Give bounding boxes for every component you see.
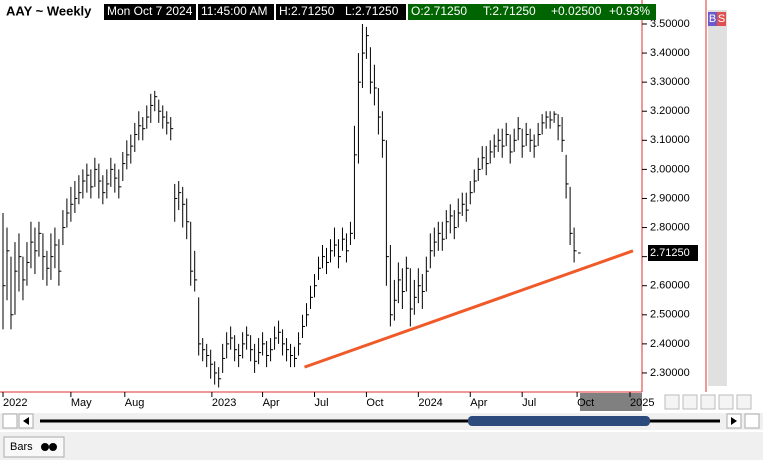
- bars-tab-label: Bars: [10, 441, 33, 453]
- x-tick-label: Jul: [522, 397, 536, 409]
- y-tick-label: 3.20000: [650, 105, 690, 117]
- header-change-pct: +0.93%: [609, 4, 650, 18]
- sell-label: S: [718, 13, 725, 25]
- nav-button[interactable]: [736, 394, 752, 410]
- sell-button[interactable]: [717, 12, 726, 26]
- bottom-toolbar: [0, 432, 763, 460]
- y-tick-label: 3.50000: [650, 18, 690, 30]
- header-change: +0.02500: [551, 4, 602, 18]
- last-price-box: [648, 244, 698, 261]
- x-tick-label: May: [71, 397, 92, 409]
- header-time: 11:45:00 AM: [201, 4, 268, 18]
- tab-icon: [41, 443, 49, 451]
- header-box: [276, 4, 406, 20]
- header-box: [104, 4, 196, 20]
- header-date: Mon Oct 7 2024: [107, 4, 193, 18]
- scroll-thumb[interactable]: [468, 416, 650, 426]
- header-box: [198, 4, 274, 20]
- arrow-right: [731, 417, 737, 425]
- nav-button[interactable]: [682, 394, 698, 410]
- header-high: H:2.71250: [279, 4, 335, 18]
- y-tick-label: 2.40000: [650, 338, 690, 350]
- x-tick-label: Aug: [125, 397, 145, 409]
- y-tick-label: 3.40000: [650, 47, 690, 59]
- header-open: O:2.71250: [411, 4, 467, 18]
- x-axis-highlight: [580, 393, 642, 411]
- y-tick-label: 2.30000: [650, 367, 690, 379]
- x-tick-label: Apr: [470, 397, 487, 409]
- nav-button[interactable]: [664, 394, 680, 410]
- header-last: T:2.71250: [483, 4, 536, 18]
- buy-button[interactable]: [708, 12, 717, 26]
- bars-tab[interactable]: [3, 436, 65, 458]
- scroll-end[interactable]: [744, 413, 760, 429]
- header-box: [408, 4, 656, 20]
- x-tick-label: 2025: [630, 397, 654, 409]
- y-tick-label: 2.60000: [650, 280, 690, 292]
- y-tick-label: 3.30000: [650, 76, 690, 88]
- tab-icon: [49, 443, 57, 451]
- nav-button[interactable]: [718, 394, 734, 410]
- y-tick-label: 2.90000: [650, 192, 690, 204]
- nav-button[interactable]: [700, 394, 716, 410]
- arrow-left: [23, 417, 29, 425]
- y-tick-label: 2.80000: [650, 221, 690, 233]
- x-tick-label: Oct: [366, 397, 383, 409]
- x-tick-label: Jul: [315, 397, 329, 409]
- nav-buttons: [664, 394, 752, 410]
- x-tick-label: 2024: [418, 397, 442, 409]
- header-symbol: AAY ~ Weekly: [6, 3, 92, 18]
- scroll-start[interactable]: [2, 413, 18, 429]
- y-tick-label: 3.00000: [650, 163, 690, 175]
- header-low: L:2.71250: [345, 4, 399, 18]
- x-tick-label: Oct: [577, 397, 594, 409]
- header: AAY ~ Weekly Mon Oct 7 2024 11:45:00 AM H:2…: [6, 3, 656, 20]
- side-panel: [708, 10, 727, 386]
- x-tick-label: 2022: [3, 397, 27, 409]
- y-tick-label: 2.50000: [650, 309, 690, 321]
- trendline: [304, 249, 634, 369]
- y-tick-label: 3.10000: [650, 134, 690, 146]
- last-price-label: 2.71250: [650, 247, 690, 259]
- x-tick-label: 2023: [212, 397, 236, 409]
- x-tick-label: Apr: [263, 397, 280, 409]
- buy-label: B: [709, 13, 716, 25]
- plot: 2.300002.400002.500002.600002.700002.800…: [2, 18, 698, 409]
